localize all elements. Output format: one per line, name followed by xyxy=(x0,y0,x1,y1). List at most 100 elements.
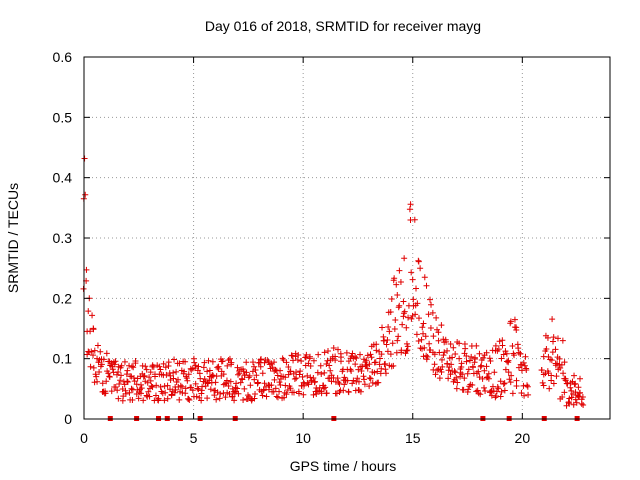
data-point xyxy=(410,296,417,303)
data-point xyxy=(548,357,555,364)
data-point xyxy=(144,379,151,386)
data-point xyxy=(282,374,289,381)
data-point xyxy=(395,333,402,340)
data-point xyxy=(400,313,407,320)
data-point xyxy=(198,397,205,404)
data-point xyxy=(400,298,407,305)
data-point xyxy=(306,353,313,360)
data-point xyxy=(366,375,373,382)
data-point xyxy=(252,366,259,373)
y-tick-label: 0.1 xyxy=(53,351,73,367)
data-point xyxy=(520,382,527,389)
data-point xyxy=(466,357,473,364)
data-point xyxy=(554,335,561,342)
data-point xyxy=(292,353,299,360)
data-point xyxy=(236,370,243,377)
data-point xyxy=(431,351,438,358)
y-axis-title: SRMTID / TECUs xyxy=(5,183,21,293)
data-point xyxy=(137,381,144,388)
data-point xyxy=(300,391,307,398)
data-point xyxy=(363,362,370,369)
data-point xyxy=(423,352,430,359)
data-point xyxy=(341,374,348,381)
data-point xyxy=(452,351,459,358)
data-points xyxy=(80,155,587,409)
data-point xyxy=(314,369,321,376)
data-point xyxy=(216,395,223,402)
data-point xyxy=(332,353,339,360)
data-point xyxy=(354,375,361,382)
data-point xyxy=(209,372,216,379)
data-point xyxy=(249,359,256,366)
data-point xyxy=(434,326,441,333)
data-point xyxy=(348,367,355,374)
data-point xyxy=(465,386,472,393)
data-point xyxy=(382,370,389,377)
data-point xyxy=(477,391,484,398)
data-point xyxy=(253,372,260,379)
data-point xyxy=(141,372,148,379)
data-point xyxy=(121,381,128,388)
data-point xyxy=(436,375,443,382)
data-point xyxy=(283,391,290,398)
data-point xyxy=(299,373,306,380)
data-point xyxy=(88,348,95,355)
data-point xyxy=(509,343,516,350)
data-point xyxy=(568,387,575,394)
data-point xyxy=(155,397,162,404)
data-point xyxy=(505,369,512,376)
data-point xyxy=(501,380,508,387)
data-point xyxy=(277,367,284,374)
data-point xyxy=(419,324,426,331)
data-point xyxy=(269,364,276,371)
data-point xyxy=(124,367,131,374)
data-point xyxy=(170,369,177,376)
data-point xyxy=(310,357,317,364)
data-point xyxy=(334,346,341,353)
data-point xyxy=(247,382,254,389)
data-point xyxy=(427,296,434,303)
data-point xyxy=(364,352,371,359)
data-point xyxy=(477,363,484,370)
data-point xyxy=(285,363,292,370)
data-point xyxy=(265,386,272,393)
data-point xyxy=(507,379,514,386)
data-point xyxy=(106,373,113,380)
data-point xyxy=(355,378,362,385)
data-point xyxy=(372,359,379,366)
data-point xyxy=(102,390,109,397)
data-point xyxy=(379,324,386,331)
data-point xyxy=(505,359,512,366)
data-point xyxy=(105,370,112,377)
data-point xyxy=(423,282,430,289)
data-point xyxy=(497,393,504,400)
data-point xyxy=(162,364,169,371)
data-point xyxy=(427,324,434,331)
data-point xyxy=(561,389,568,396)
data-point xyxy=(479,375,486,382)
data-point xyxy=(170,375,177,382)
data-point xyxy=(126,389,133,396)
data-point xyxy=(330,345,337,352)
data-point xyxy=(225,383,232,390)
data-point xyxy=(421,344,428,351)
data-point xyxy=(454,379,461,386)
data-point xyxy=(228,359,235,366)
data-point xyxy=(407,201,414,208)
data-point xyxy=(548,372,555,379)
data-point xyxy=(566,400,573,407)
data-point xyxy=(192,362,199,369)
data-point xyxy=(396,267,403,274)
data-point xyxy=(405,314,412,321)
data-point xyxy=(395,304,402,311)
data-point xyxy=(478,362,485,369)
data-point xyxy=(577,375,584,382)
data-point xyxy=(476,350,483,357)
data-point xyxy=(571,381,578,388)
data-point xyxy=(193,393,200,400)
data-point xyxy=(433,314,440,321)
data-point xyxy=(366,383,373,390)
data-point xyxy=(411,216,418,223)
data-point xyxy=(508,372,515,379)
data-point xyxy=(571,372,578,379)
